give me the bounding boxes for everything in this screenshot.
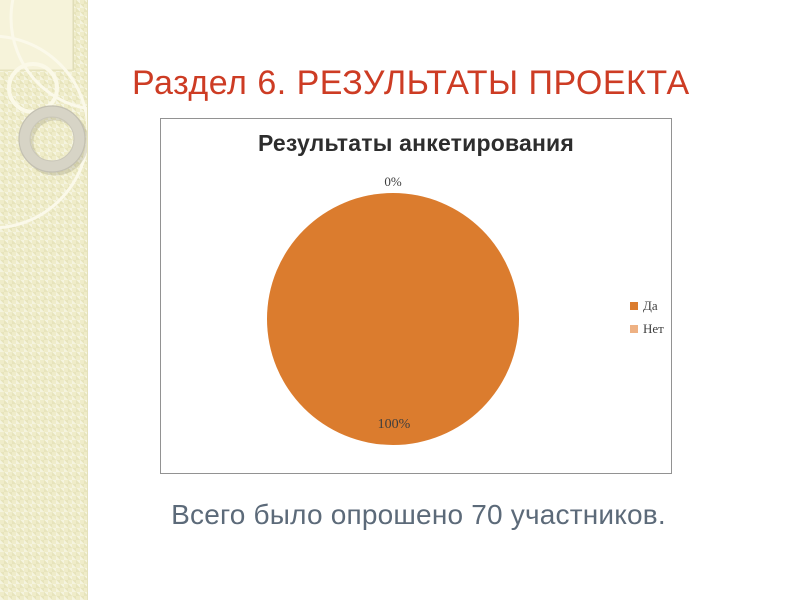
survey-note: Всего было опрошено 70 участников.: [171, 499, 666, 530]
legend-label-da: Да: [643, 298, 658, 313]
pie-data-label-hundred: 100%: [377, 417, 411, 432]
chart-frame: Результаты анкетирования 0% 100% Да Нет: [160, 118, 672, 474]
legend-label-net: Нет: [643, 321, 664, 336]
legend-item-net: Нет: [630, 321, 664, 337]
pie-chart: [267, 193, 519, 445]
legend-swatch-net: [630, 325, 638, 333]
slide-title: Раздел 6. РЕЗУЛЬТАТЫ ПРОЕКТА: [132, 63, 690, 102]
chart-legend: Да Нет: [630, 298, 664, 337]
decorative-circles-icon: [0, 0, 87, 230]
legend-item-da: Да: [630, 298, 664, 314]
theme-sidebar: [0, 0, 88, 600]
pie-data-label-zero: 0%: [384, 174, 402, 189]
legend-swatch-da: [630, 302, 638, 310]
chart-title: Результаты анкетирования: [257, 130, 575, 156]
